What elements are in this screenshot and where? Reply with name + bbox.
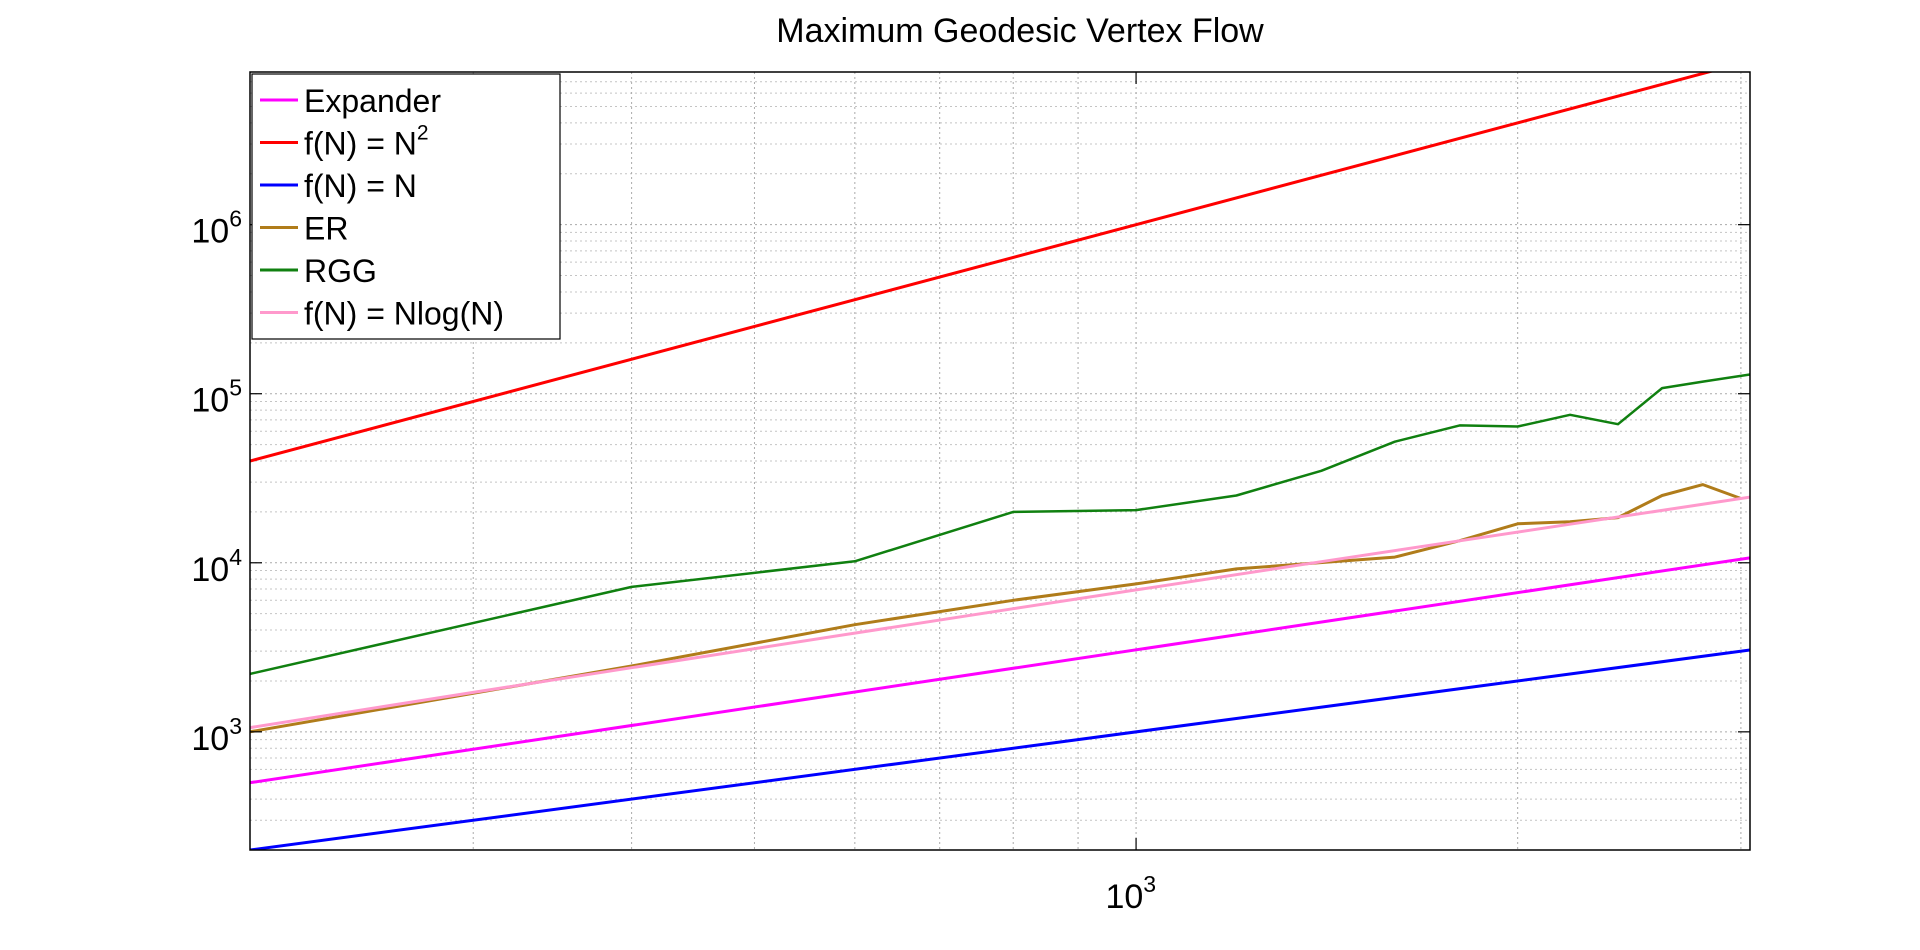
legend-label: Expander [304, 83, 441, 119]
chart-title: Maximum Geodesic Vertex Flow [776, 12, 1264, 50]
series-lines [250, 72, 1750, 850]
y-tick-label: 103 [191, 713, 242, 758]
tick-labels: 103 104 105 106 103 [191, 206, 1156, 916]
grid [250, 71, 1750, 851]
y-tick-label: 104 [191, 544, 242, 589]
legend-label: ER [304, 211, 348, 247]
series-line [250, 373, 1750, 676]
series-line [250, 648, 1750, 850]
series-line [250, 556, 1750, 785]
legend-label: f(N) = N2 [304, 122, 429, 162]
legend-label: RGG [304, 253, 377, 289]
legend-label: f(N) = N [304, 168, 417, 204]
x-tick-label: 103 [1105, 871, 1156, 916]
y-tick-label: 105 [191, 375, 242, 420]
legend-box [251, 73, 561, 340]
y-tick-label: 106 [191, 206, 242, 251]
series-line [250, 483, 1742, 734]
plot-frame [249, 71, 1751, 851]
series-line [250, 495, 1750, 730]
series-line [250, 72, 1715, 463]
legend-label: f(N) = Nlog(N) [304, 296, 504, 332]
